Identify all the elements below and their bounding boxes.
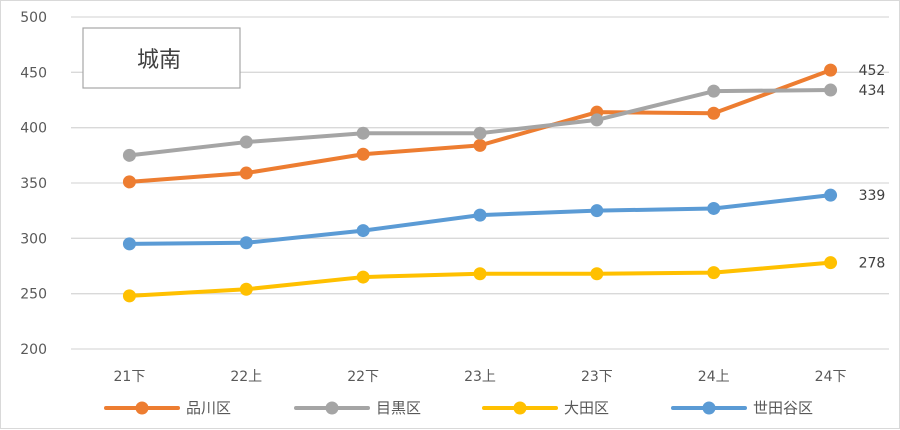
legend-label: 大田区 — [564, 399, 609, 417]
chart-title-box: 城南 — [82, 27, 241, 89]
data-point — [707, 266, 721, 280]
y-tick-label: 300 — [20, 231, 47, 247]
y-tick-label: 500 — [20, 10, 47, 26]
data-labels: 452 434 278 339 — [859, 63, 886, 272]
data-point — [707, 84, 721, 98]
data-label: 339 — [859, 188, 886, 204]
y-tick-label: 250 — [20, 287, 47, 303]
legend-label: 目黒区 — [376, 399, 421, 417]
data-point — [707, 106, 721, 120]
x-tick-label: 23上 — [464, 369, 496, 385]
legend-swatch-marker — [513, 401, 527, 415]
data-label: 434 — [859, 83, 886, 99]
legend: 品川区 目黒区 大田区 世田谷区 — [104, 399, 813, 417]
y-axis-ticks: 200 250 300 350 400 450 500 — [20, 10, 47, 358]
legend-swatch-marker — [325, 401, 339, 415]
data-point — [356, 126, 370, 140]
data-point — [824, 83, 838, 97]
chart-title-frame — [82, 27, 241, 89]
data-label: 278 — [859, 256, 886, 272]
data-point — [356, 270, 370, 284]
data-point — [473, 208, 487, 222]
x-tick-label: 22上 — [230, 369, 262, 385]
x-axis-ticks: 21下 22上 22下 23上 23下 24上 24下 — [114, 369, 847, 385]
x-tick-label: 24下 — [815, 369, 847, 385]
y-tick-label: 450 — [20, 65, 47, 81]
legend-label: 品川区 — [186, 399, 231, 417]
data-point — [239, 135, 253, 149]
x-tick-label: 22下 — [347, 369, 379, 385]
legend-swatch-marker — [702, 401, 716, 415]
data-point — [122, 289, 136, 303]
data-point — [473, 138, 487, 152]
y-tick-label: 400 — [20, 121, 47, 137]
chart-title: 城南 — [137, 48, 181, 73]
data-point — [239, 166, 253, 180]
data-point — [590, 267, 604, 281]
data-point — [590, 204, 604, 218]
data-point — [356, 224, 370, 238]
x-tick-label: 21下 — [114, 369, 146, 385]
legend-label: 世田谷区 — [753, 399, 813, 417]
data-point — [473, 267, 487, 281]
data-point — [473, 126, 487, 140]
data-point — [356, 147, 370, 161]
y-tick-label: 200 — [20, 342, 47, 358]
data-point — [707, 201, 721, 215]
x-tick-label: 24上 — [698, 369, 730, 385]
data-point — [122, 175, 136, 189]
data-point — [122, 237, 136, 251]
y-tick-label: 350 — [20, 176, 47, 192]
legend-swatch-marker — [135, 401, 149, 415]
data-point — [122, 148, 136, 162]
x-tick-label: 23下 — [581, 369, 613, 385]
data-point — [824, 188, 838, 202]
data-label: 452 — [859, 63, 886, 79]
data-point — [239, 236, 253, 250]
series-lines — [122, 63, 838, 303]
data-point — [824, 63, 838, 77]
data-point — [824, 256, 838, 270]
data-point — [239, 282, 253, 296]
data-point — [590, 113, 604, 127]
